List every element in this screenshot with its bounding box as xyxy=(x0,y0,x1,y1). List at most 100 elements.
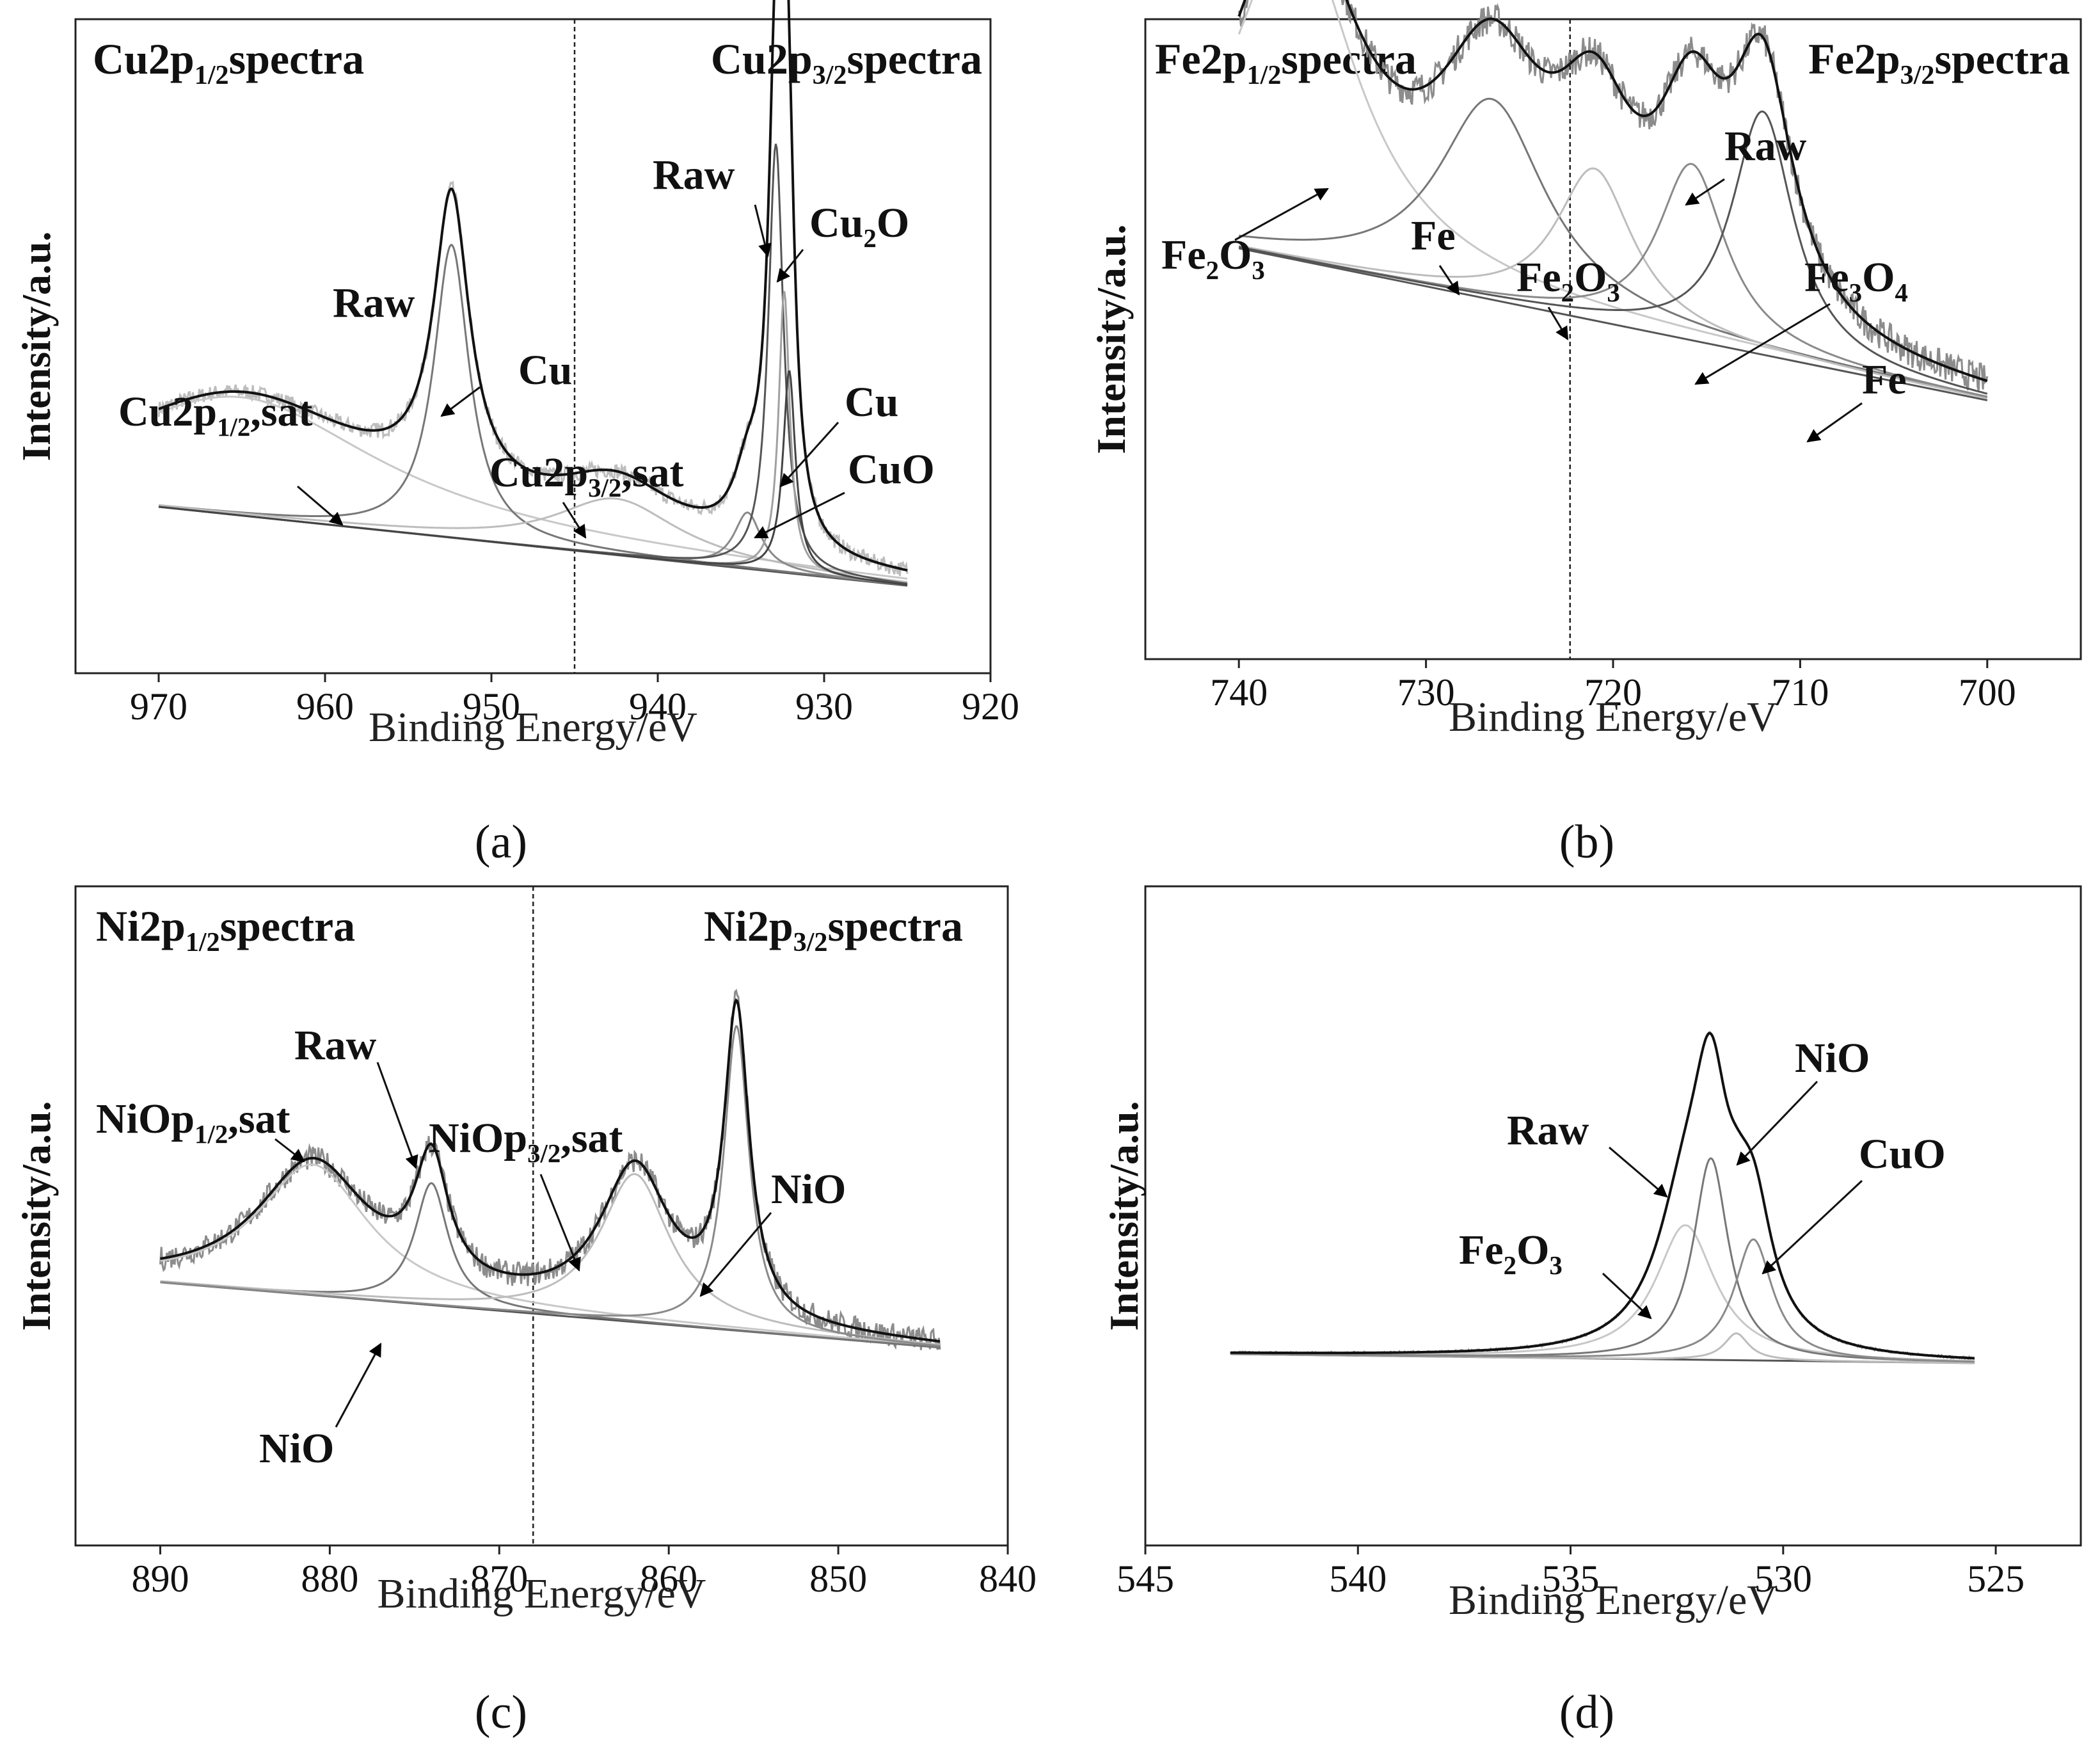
fitted-envelope xyxy=(160,998,941,1343)
x-axis-label: Binding Energy/eV xyxy=(369,704,697,751)
component-peak xyxy=(160,1173,941,1346)
annotation-arrow xyxy=(440,386,481,417)
region-title: Cu2p3/2spectra xyxy=(711,35,982,90)
x-tick-label: 860 xyxy=(640,1558,697,1600)
peak-annotation: NiO xyxy=(1795,1035,1870,1082)
fitted-envelope xyxy=(158,0,908,572)
annotation-arrow xyxy=(562,502,587,539)
x-tick-label: 535 xyxy=(1542,1558,1600,1600)
background-line xyxy=(1238,247,1988,401)
region-title: Cu2p1/2spectra xyxy=(93,35,364,90)
peak-annotation: Raw xyxy=(1724,123,1807,170)
annotation-arrow xyxy=(754,491,845,539)
x-tick-label: 970 xyxy=(130,685,187,728)
peak-annotation: Fe xyxy=(1862,356,1907,403)
annotation-arrow xyxy=(699,1212,772,1297)
x-tick-label: 545 xyxy=(1117,1558,1174,1600)
component-peak xyxy=(1239,97,1988,398)
y-axis-label: Intensity/a.u. xyxy=(1088,224,1134,454)
x-tick-label: 530 xyxy=(1754,1558,1812,1600)
x-tick-label: 930 xyxy=(795,685,853,728)
annotation-arrow xyxy=(1736,1080,1818,1166)
x-axis-label: Binding Energy/eV xyxy=(1449,694,1778,740)
component-peak xyxy=(158,497,908,584)
x-tick-label: 940 xyxy=(629,685,687,728)
region-title: Ni2p3/2spectra xyxy=(704,902,963,957)
panel-caption: (a) xyxy=(475,816,527,868)
x-tick-label: 730 xyxy=(1397,671,1455,714)
x-tick-label: 740 xyxy=(1210,671,1268,714)
peak-annotation: Cu xyxy=(845,379,898,426)
component-peak xyxy=(1230,1157,1975,1363)
plot-frame xyxy=(1144,885,2082,1547)
peak-annotation: Fe3O4 xyxy=(1804,254,1908,307)
peak-annotation: NiO xyxy=(771,1166,846,1213)
peak-annotation: Raw xyxy=(653,152,735,198)
panel-caption: (c) xyxy=(475,1686,527,1739)
peak-annotation: Fe2O3 xyxy=(1459,1227,1563,1280)
panel-caption: (b) xyxy=(1559,816,1614,868)
region-title: Ni2p1/2spectra xyxy=(96,902,355,957)
annotation-arrow xyxy=(779,421,839,488)
component-peak xyxy=(1238,110,1988,395)
peak-annotation: Fe2O3 xyxy=(1161,232,1265,285)
x-tick-label: 920 xyxy=(962,685,1019,728)
region-title: Fe2p3/2spectra xyxy=(1808,35,2070,90)
annotation-arrow xyxy=(1685,178,1725,206)
component-peak xyxy=(160,1025,941,1347)
peak-annotation: NiO xyxy=(259,1425,334,1472)
xps-panel-b: 740 730 720 710 700 Binding Energy/eV Intensit… xyxy=(1088,0,2082,868)
plot-frame xyxy=(74,18,992,674)
x-tick-label: 880 xyxy=(301,1558,358,1600)
peak-annotation: Fe xyxy=(1411,212,1456,259)
peak-annotation: Raw xyxy=(1507,1107,1589,1154)
annotation-arrow xyxy=(1609,1146,1668,1198)
peak-annotation: NiOp1/2,sat xyxy=(96,1096,290,1149)
annotation-arrow xyxy=(274,1138,305,1163)
raw-spectrum xyxy=(1237,0,1989,391)
peak-annotation: CuO xyxy=(848,446,935,493)
x-tick-label: 720 xyxy=(1584,671,1642,714)
x-tick-label: 960 xyxy=(296,685,354,728)
annotation-arrow xyxy=(776,249,804,283)
annotation-arrow xyxy=(1547,307,1569,340)
annotation-arrow xyxy=(1234,188,1329,241)
component-peak xyxy=(1230,1238,1975,1363)
component-peak xyxy=(160,1163,941,1347)
component-peak xyxy=(158,244,908,586)
x-tick-label: 950 xyxy=(463,685,520,728)
peak-annotation: Cu2p3/2,sat xyxy=(489,449,684,502)
x-tick-label: 540 xyxy=(1329,1558,1387,1600)
annotation-arrow xyxy=(376,1062,418,1169)
x-tick-label: 710 xyxy=(1771,671,1829,714)
xps-panel-d: 545 540 535 530 525 Binding Energy/eV Intensit… xyxy=(1101,885,2082,1739)
annotation-arrow xyxy=(1602,1272,1652,1320)
xps-panel-a: 970 960 950 940 930 920 Binding Energy/eV Inten… xyxy=(13,0,1019,868)
x-tick-label: 870 xyxy=(470,1558,528,1600)
x-axis-label: Binding Energy/eV xyxy=(1449,1577,1778,1624)
fitted-envelope xyxy=(1230,1032,1975,1360)
y-axis-label: Intensity/a.u. xyxy=(1101,1101,1147,1330)
peak-annotation: NiOp3/2,sat xyxy=(429,1115,623,1168)
y-axis-label: Intensity/a.u. xyxy=(13,231,59,461)
x-tick-label: 850 xyxy=(809,1558,867,1600)
x-tick-label: 840 xyxy=(979,1558,1037,1600)
plot-frame xyxy=(74,885,1009,1547)
component-peak xyxy=(1230,1224,1975,1362)
x-tick-label: 700 xyxy=(1959,671,2016,714)
annotation-arrow xyxy=(754,204,772,258)
component-peak xyxy=(158,370,908,586)
x-tick-label: 890 xyxy=(131,1558,189,1600)
x-tick-label: 525 xyxy=(1967,1558,2024,1600)
x-axis-label: Binding Energy/eV xyxy=(378,1570,706,1617)
peak-annotation: Cu xyxy=(518,347,572,394)
peak-annotation: Cu2O xyxy=(809,200,909,253)
peak-annotation: Raw xyxy=(294,1022,377,1069)
panel-caption: (d) xyxy=(1559,1686,1614,1739)
annotation-arrow xyxy=(1438,265,1460,296)
peak-annotation: CuO xyxy=(1859,1131,1946,1177)
annotation-arrow xyxy=(297,485,344,526)
component-peak xyxy=(1238,167,1988,399)
annotation-arrow xyxy=(1694,303,1831,385)
